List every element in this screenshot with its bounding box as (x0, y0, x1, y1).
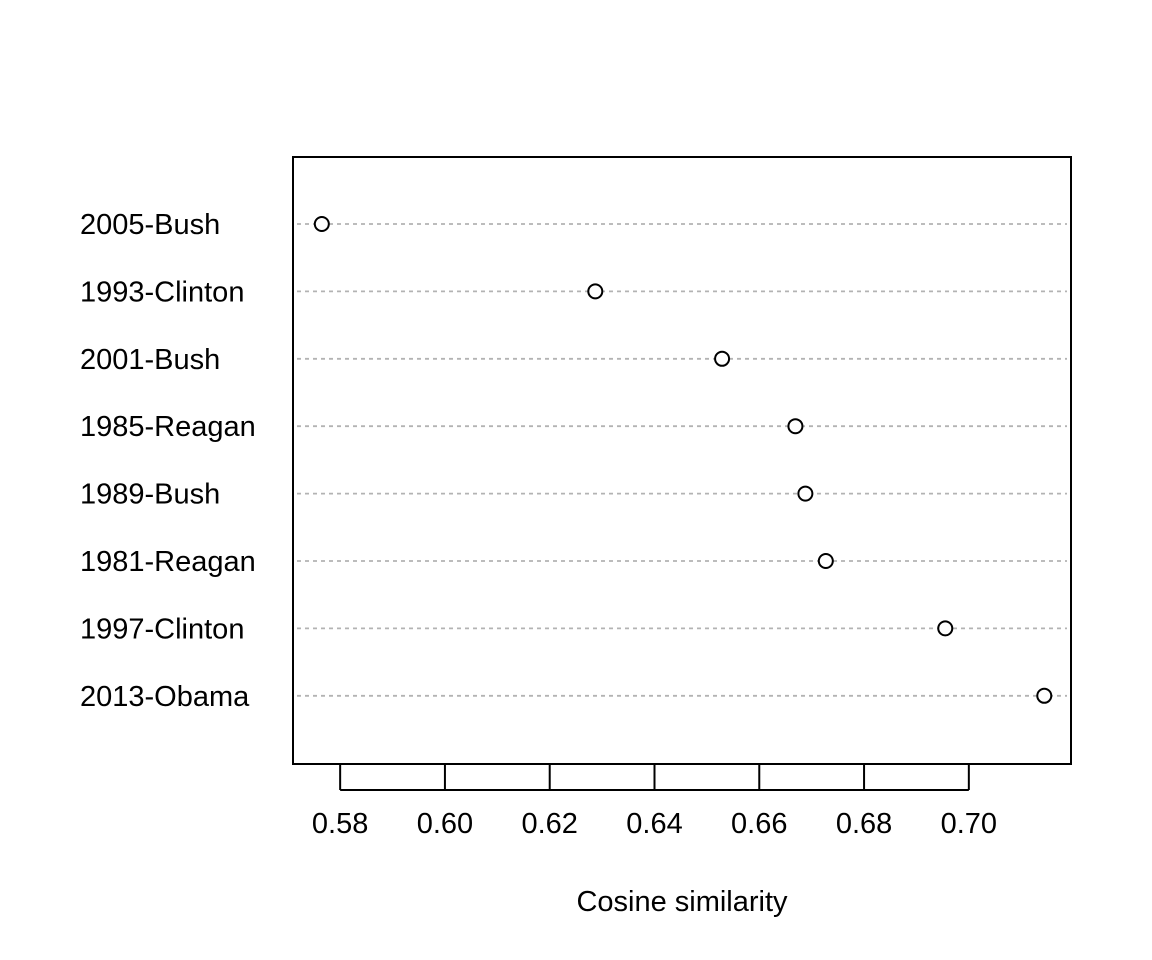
row-label: 1981-Reagan (80, 546, 256, 578)
plot-frame (292, 156, 1072, 765)
data-point (817, 553, 834, 569)
row-labels: 2005-Bush 1993-Clinton 2001-Bush 1985-Reaga… (80, 209, 256, 713)
row-label: 1985-Reagan (80, 411, 256, 443)
x-tick-label: 0.60 (417, 808, 473, 840)
x-tick-label: 0.66 (731, 808, 787, 840)
data-point (587, 283, 604, 300)
data-point (714, 350, 731, 367)
x-tick-label: 0.68 (836, 808, 892, 840)
x-tick-label: 0.70 (941, 808, 997, 840)
row-label: 1989-Bush (80, 479, 220, 511)
row-label: 1997-Clinton (80, 613, 244, 645)
row-guides (297, 223, 1067, 697)
x-axis: 0.58 0.60 0.62 0.64 0.66 0.68 0.70 (312, 765, 997, 840)
data-point (1036, 687, 1053, 704)
data-point (937, 620, 954, 637)
x-axis-title: Cosine similarity (576, 886, 788, 918)
data-point (313, 216, 330, 232)
x-tick-label: 0.58 (312, 808, 368, 840)
row-label: 2005-Bush (80, 209, 220, 241)
row-label: 2001-Bush (80, 344, 220, 376)
row-label: 2013-Obama (80, 681, 250, 713)
data-point (797, 485, 814, 502)
data-points (313, 216, 1053, 704)
x-tick-label: 0.64 (626, 808, 682, 840)
data-point (787, 418, 804, 435)
x-tick-label: 0.62 (521, 808, 577, 840)
row-label: 1993-Clinton (80, 276, 244, 308)
x-ticks: 0.58 0.60 0.62 0.64 0.66 0.68 0.70 (312, 765, 997, 840)
